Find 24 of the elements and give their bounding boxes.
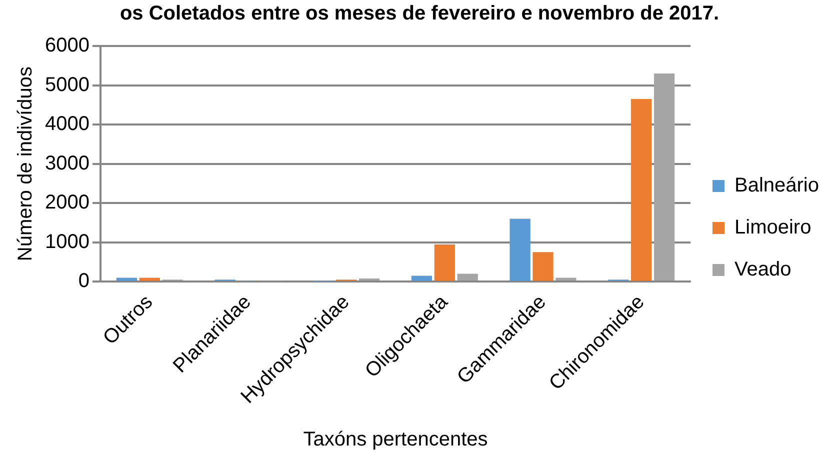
y-tick-label: 5000 [44, 74, 90, 96]
y-tick-label: 3000 [44, 152, 90, 174]
x-axis-title: Taxóns pertencentes [303, 428, 488, 451]
legend-label: Balneário [734, 174, 820, 197]
chart-title: os Coletados entre os meses de fevereiro e novembro de 2017. [120, 2, 720, 25]
bar [654, 73, 675, 281]
bar [510, 218, 530, 281]
legend-label: Limoeiro [734, 216, 812, 239]
y-tick-label: 0 [78, 270, 90, 292]
bar [358, 278, 380, 281]
bar [631, 99, 652, 281]
bar [116, 278, 138, 281]
bar [532, 252, 554, 281]
y-tick-label: 2000 [44, 192, 90, 214]
y-axis-title: Número de indivíduos [14, 66, 37, 262]
bar [411, 276, 432, 281]
y-tick-label: 6000 [44, 34, 90, 57]
bar [556, 278, 576, 281]
bar [139, 278, 160, 281]
bar [434, 244, 455, 281]
bar [457, 274, 478, 281]
legend-label: Veado [734, 258, 792, 281]
y-tick-label: 4000 [44, 113, 90, 136]
y-tick-label: 1000 [44, 230, 90, 253]
